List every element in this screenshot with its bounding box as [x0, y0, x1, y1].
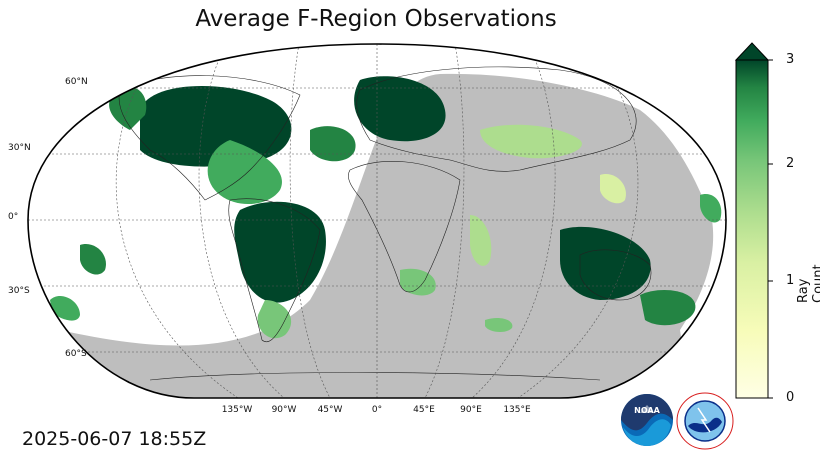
colorbar-tick-label-1: 1: [786, 273, 795, 288]
lat-label-0: 0°: [8, 212, 18, 222]
nws-logo: [676, 392, 734, 450]
lat-label-30s: 30°S: [8, 286, 30, 296]
lon-label-45w: 45°W: [318, 405, 343, 415]
lon-label-45e: 45°E: [413, 405, 435, 415]
coastlines: [118, 66, 652, 381]
noaa-logo-text: NOAA: [634, 406, 660, 415]
colorbar-tick-label-3: 3: [786, 52, 795, 67]
lat-label-60n: 60°N: [65, 77, 88, 87]
colorbar-tick-label-2: 2: [786, 156, 795, 171]
noaa-logo: [621, 394, 673, 446]
colorbar-tick-label-0: 0: [786, 390, 795, 405]
timestamp: 2025-06-07 18:55Z: [22, 428, 207, 450]
colorbar-label: Ray Count Per Voxel: [796, 264, 820, 303]
lat-label-60s: 60°S: [65, 349, 87, 359]
lon-label-135e: 135°E: [503, 405, 531, 415]
colorbar-extend-arrow: [734, 42, 770, 61]
lat-label-30n: 30°N: [8, 143, 31, 153]
lon-label-135w: 135°W: [222, 405, 253, 415]
map-title: Average F-Region Observations: [195, 6, 557, 32]
globe-outline: [27, 43, 727, 399]
colorbar-gradient: [735, 59, 769, 399]
lon-label-90w: 90°W: [272, 405, 297, 415]
lon-label-0: 0°: [372, 405, 382, 415]
lon-label-90e: 90°E: [460, 405, 482, 415]
graticule: [28, 44, 726, 398]
colorbar: [734, 42, 773, 399]
map-content: [28, 44, 726, 398]
